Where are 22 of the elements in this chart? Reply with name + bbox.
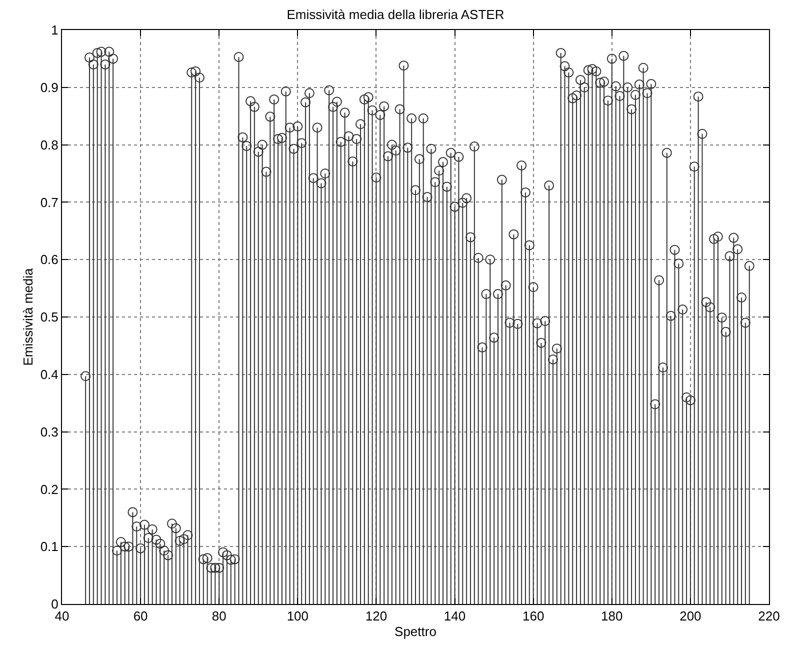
x-tick-label: 80 [212, 608, 226, 624]
x-tick-label: 140 [444, 608, 466, 624]
y-tick-label: 0.3 [40, 424, 58, 440]
x-tick-label: 120 [365, 608, 388, 624]
chart-title: Emissività media della libreria ASTER [286, 6, 504, 22]
x-tick-label: 60 [133, 608, 148, 624]
x-tick-label: 160 [522, 608, 544, 624]
y-tick-label: 0.9 [40, 80, 58, 95]
y-tick-label: 0.6 [40, 252, 58, 268]
x-axis-title: Spettro [394, 624, 436, 640]
x-tick-label: 220 [758, 608, 780, 624]
y-tick-label: 0.5 [40, 310, 58, 325]
y-tick-label: 0.4 [40, 366, 58, 382]
y-tick-label: 1 [51, 22, 58, 38]
y-tick-label: 0.2 [40, 482, 58, 497]
x-tick-label: 180 [601, 608, 623, 624]
x-tick-label: 200 [680, 608, 702, 624]
y-axis-title: Emissività media [20, 267, 36, 366]
y-tick-label: 0.7 [40, 194, 58, 210]
y-tick-label: 0.8 [40, 137, 58, 152]
x-tick-label: 100 [286, 608, 309, 624]
y-tick-label: 0.1 [40, 539, 58, 554]
